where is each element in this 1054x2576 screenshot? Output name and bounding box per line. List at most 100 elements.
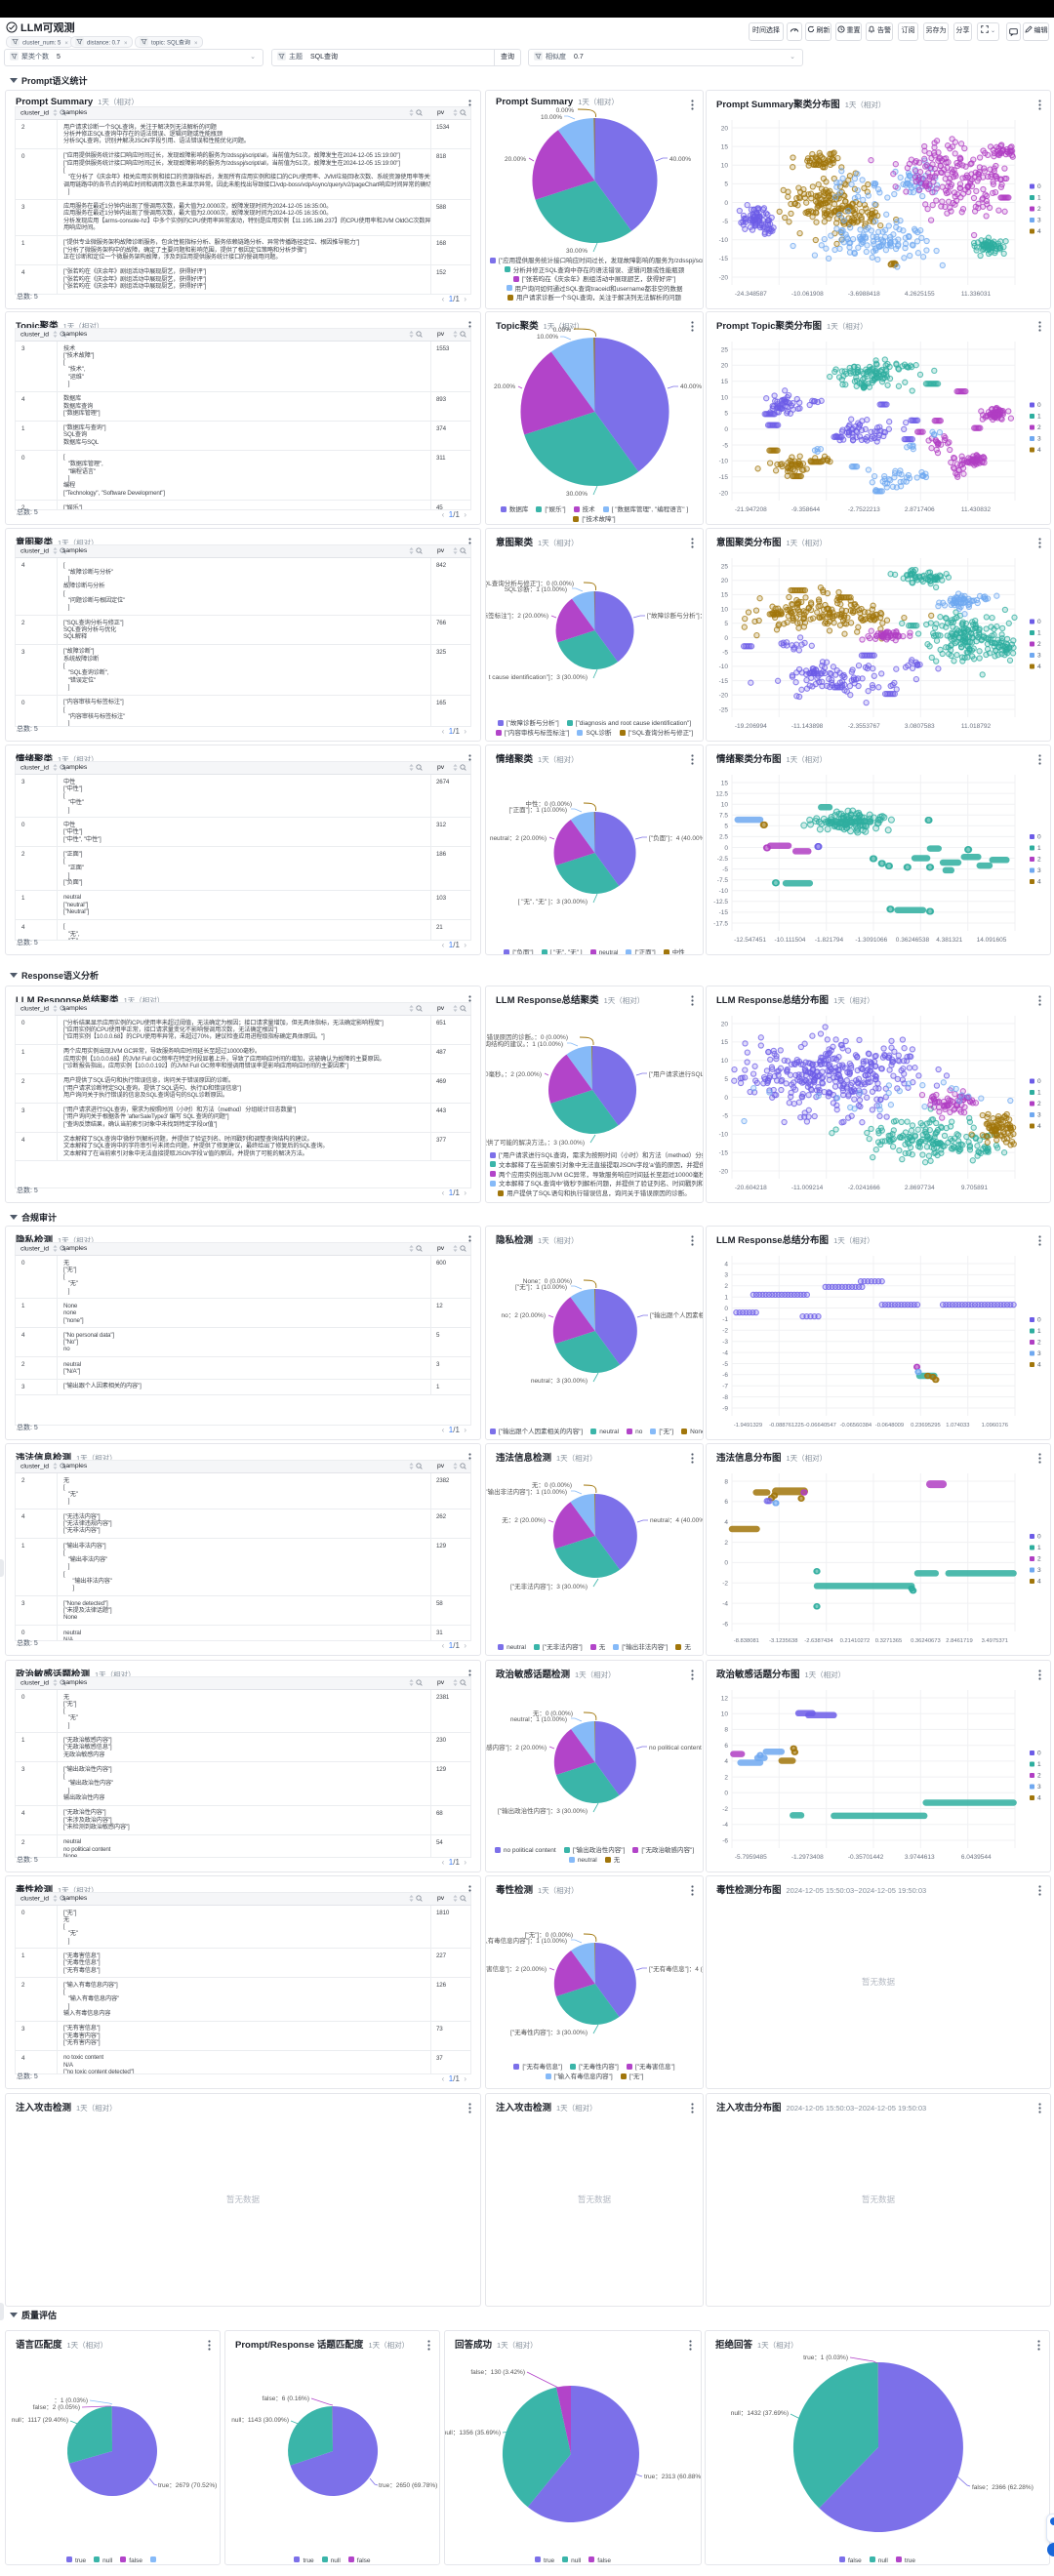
svg-text:20.00%: 20.00% <box>505 156 526 163</box>
svg-text:null：1117 (29.40%): null：1117 (29.40%) <box>12 2417 68 2424</box>
svg-text:3.0807583: 3.0807583 <box>905 723 935 730</box>
svg-text:-15: -15 <box>719 909 729 916</box>
svg-text:-12.547451: -12.547451 <box>734 937 766 944</box>
svg-text:0.3271365: 0.3271365 <box>875 1638 902 1644</box>
svg-text:10: 10 <box>721 802 729 809</box>
svg-text:-0.06560384: -0.06560384 <box>840 1423 872 1429</box>
svg-text:-2.5: -2.5 <box>717 856 729 863</box>
svg-text:1: 1 <box>1037 845 1041 852</box>
svg-text:true：2650 (69.78%): true：2650 (69.78%) <box>379 2482 437 2489</box>
svg-text:-10: -10 <box>719 1132 729 1139</box>
svg-text:neutral：3 (30.00%): neutral：3 (30.00%) <box>531 1378 588 1385</box>
svg-text:-0.088761225: -0.088761225 <box>769 1423 804 1429</box>
svg-text:卡提供了可能的解决方法。：3 (30.00%): 卡提供了可能的解决方法。：3 (30.00%) <box>486 1138 585 1147</box>
svg-text:2: 2 <box>1037 206 1041 213</box>
svg-text:5: 5 <box>724 621 728 627</box>
svg-text:[ "无", "无" ]：3 (30.00%): [ "无", "无" ]：3 (30.00%) <box>518 898 588 906</box>
svg-text:-10: -10 <box>719 237 729 244</box>
svg-text:20: 20 <box>721 578 729 584</box>
svg-text:4.381321: 4.381321 <box>936 937 962 944</box>
svg-text:12.5: 12.5 <box>715 790 728 797</box>
svg-text:-17.5: -17.5 <box>713 920 728 927</box>
svg-text:-5: -5 <box>722 650 728 657</box>
svg-text:6.0439544: 6.0439544 <box>961 1854 992 1861</box>
svg-text:false：2366 (62.28%): false：2366 (62.28%) <box>972 2484 1034 2491</box>
svg-text:2: 2 <box>724 1283 728 1290</box>
svg-text:-15: -15 <box>719 256 729 262</box>
svg-text:-2: -2 <box>722 1328 728 1335</box>
svg-text:3: 3 <box>724 1272 728 1279</box>
svg-text:4: 4 <box>724 1261 728 1268</box>
svg-text:2: 2 <box>1037 1773 1041 1780</box>
svg-text:-21.947208: -21.947208 <box>735 506 767 513</box>
svg-text:no：2 (20.00%): no：2 (20.00%) <box>501 1312 546 1319</box>
svg-text:3.9744613: 3.9744613 <box>905 1854 935 1861</box>
svg-text:0.23695295: 0.23695295 <box>911 1423 941 1429</box>
svg-text:-0.0648009: -0.0648009 <box>875 1423 904 1429</box>
svg-text:11.430832: 11.430832 <box>961 506 992 513</box>
svg-text:-3.1235638: -3.1235638 <box>769 1638 797 1644</box>
svg-text:10: 10 <box>721 606 729 613</box>
svg-text:0.21410272: 0.21410272 <box>840 1638 871 1644</box>
svg-text:-4: -4 <box>722 1822 728 1829</box>
svg-text:false：130 (3.42%): false：130 (3.42%) <box>470 2369 525 2376</box>
svg-text:过10000毫秒。：2 (20.00%): 过10000毫秒。：2 (20.00%) <box>486 1069 542 1078</box>
svg-text:-10.061908: -10.061908 <box>791 291 824 298</box>
svg-text:3: 3 <box>1037 1567 1041 1574</box>
svg-text:["无非法内容"]：3 (30.00%): ["无非法内容"]：3 (30.00%) <box>510 1582 588 1590</box>
svg-text:["输出跟个人因素相关的: ["输出跟个人因素相关的 <box>650 1310 703 1319</box>
svg-text:-25: -25 <box>719 706 729 713</box>
svg-text:4: 4 <box>1037 228 1041 235</box>
svg-text:-5: -5 <box>722 1113 728 1120</box>
svg-text:3: 3 <box>1037 1350 1041 1357</box>
svg-text:15: 15 <box>721 143 729 150</box>
svg-text:1.074033: 1.074033 <box>946 1423 969 1429</box>
svg-text:-2.0241666: -2.0241666 <box>848 1185 880 1191</box>
svg-text:30.00%: 30.00% <box>566 491 588 498</box>
svg-text:1: 1 <box>1037 1328 1041 1335</box>
svg-text:12: 12 <box>721 1695 729 1702</box>
svg-text:-20: -20 <box>719 693 729 700</box>
svg-text:-15: -15 <box>719 678 729 685</box>
svg-text:0.36240673: 0.36240673 <box>911 1638 941 1644</box>
svg-text:neutral：1 (10.00%): neutral：1 (10.00%) <box>510 1716 567 1723</box>
svg-text:4: 4 <box>1037 1123 1041 1130</box>
svg-text:0: 0 <box>1037 1078 1041 1085</box>
svg-text:5: 5 <box>724 181 728 188</box>
svg-text:0: 0 <box>724 1095 728 1102</box>
svg-text:9.705891: 9.705891 <box>961 1185 988 1191</box>
svg-text:-19.206994: -19.206994 <box>735 723 767 730</box>
svg-text:2: 2 <box>1037 1340 1041 1347</box>
svg-text:2.8461719: 2.8461719 <box>946 1638 972 1644</box>
svg-text:false：6 (0.16%): false：6 (0.16%) <box>263 2395 309 2402</box>
svg-text:-6: -6 <box>722 1837 728 1844</box>
svg-text:-20: -20 <box>719 274 729 281</box>
svg-text:10: 10 <box>721 163 729 170</box>
svg-text:-0.06640547: -0.06640547 <box>804 1423 836 1429</box>
svg-text:3: 3 <box>1037 1784 1041 1791</box>
svg-text:3: 3 <box>1037 218 1041 224</box>
svg-text:0: 0 <box>724 1306 728 1312</box>
svg-text:中性：0 (0.00%): 中性：0 (0.00%) <box>525 799 572 808</box>
svg-text:4: 4 <box>1037 664 1041 670</box>
svg-text:true：1 (0.03%): true：1 (0.03%) <box>803 2355 848 2361</box>
svg-text:2: 2 <box>724 1540 728 1547</box>
svg-text:null：1432 (37.69%): null：1432 (37.69%) <box>731 2410 789 2417</box>
svg-text:8: 8 <box>724 1727 728 1734</box>
svg-text:4: 4 <box>1037 1795 1041 1802</box>
svg-text:10.00%: 10.00% <box>541 114 562 121</box>
svg-text:10: 10 <box>721 394 729 401</box>
svg-text:1: 1 <box>1037 1761 1041 1768</box>
svg-text:-2.6387434: -2.6387434 <box>804 1638 833 1644</box>
svg-text:-24.348587: -24.348587 <box>735 291 767 298</box>
svg-text:3: 3 <box>1037 867 1041 874</box>
svg-text:0: 0 <box>724 426 728 433</box>
svg-text:14.091605: 14.091605 <box>977 937 1007 944</box>
svg-text:2.8697734: 2.8697734 <box>905 1185 935 1191</box>
svg-text:-10: -10 <box>719 664 729 670</box>
svg-text:-15: -15 <box>719 474 729 481</box>
svg-text:15: 15 <box>721 592 729 599</box>
svg-text:0: 0 <box>724 1560 728 1567</box>
svg-text:4: 4 <box>724 1519 728 1526</box>
svg-text:40.00%: 40.00% <box>669 156 691 163</box>
